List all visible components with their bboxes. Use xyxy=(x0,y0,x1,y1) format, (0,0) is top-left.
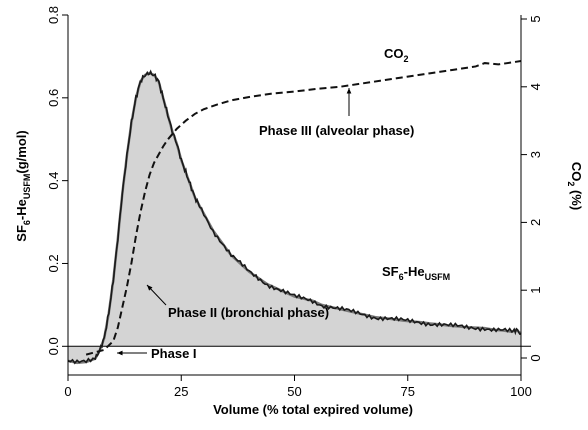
phase3-label: Phase III (alveolar phase) xyxy=(259,123,414,138)
y-right-tick-label: 4 xyxy=(528,83,543,90)
y-right-tick-label: 2 xyxy=(528,219,543,226)
y-left-tick-label: 0.6 xyxy=(46,89,61,107)
area-fill-layer xyxy=(68,72,521,363)
series-layer xyxy=(67,60,522,365)
y-left-tick-label: 0.2 xyxy=(46,254,61,272)
sf6-series-line xyxy=(67,69,522,365)
co2-series-label: CO2 xyxy=(384,46,409,64)
annotation-layer xyxy=(117,88,352,356)
y-left-tick-label: 0.0 xyxy=(46,337,61,355)
axes-layer: 0 25 50 75 100 0.0 0.2 0.4 0.6 0.8 0 1 2 3 4 5 xyxy=(46,6,543,399)
x-tick-label: 25 xyxy=(174,384,188,399)
x-tick-label: 100 xyxy=(510,384,532,399)
phase1-arrow-head xyxy=(117,350,123,356)
x-tick-label: 75 xyxy=(401,384,415,399)
x-tick-label: 50 xyxy=(287,384,301,399)
y-right-tick-label: 3 xyxy=(528,151,543,158)
y-left-axis-title: SF6-HeUSFM(g/mol) xyxy=(14,130,32,241)
y-left-tick-label: 0.4 xyxy=(46,172,61,190)
y-left-tick-label: 0.8 xyxy=(46,6,61,24)
phase2-label: Phase II (bronchial phase) xyxy=(168,305,329,320)
y-right-tick-label: 5 xyxy=(528,15,543,22)
y-right-tick-label: 0 xyxy=(528,354,543,361)
sf6-series-label: SF6-HeUSFM xyxy=(382,264,450,282)
sf6-area-fill xyxy=(68,72,521,363)
x-tick-label: 0 xyxy=(64,384,71,399)
x-axis-title: Volume (% total expired volume) xyxy=(213,402,413,417)
phase1-label: Phase I xyxy=(151,346,197,361)
y-right-axis-title: CO2 (%) xyxy=(566,162,584,210)
y-right-tick-label: 1 xyxy=(528,287,543,294)
co2-series-line xyxy=(85,60,522,356)
phase2-arrow-head xyxy=(147,285,153,291)
phase3-arrow-head xyxy=(346,88,352,94)
